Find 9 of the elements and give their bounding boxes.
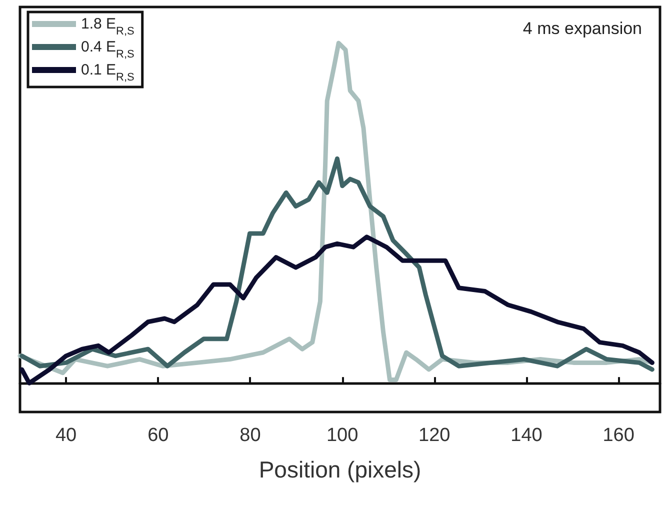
text: 4 ms expansion <box>522 19 642 38</box>
x-tick-label: 80 <box>240 425 261 446</box>
x-axis-title: Position (pixels) <box>258 456 422 482</box>
x-tick-label: 100 <box>326 425 358 446</box>
x-tick-label: 120 <box>418 425 450 446</box>
x-tick-label: 60 <box>148 425 169 446</box>
x-tick-label: 140 <box>510 425 542 446</box>
x-tick-label: 40 <box>55 425 77 446</box>
x-tick-label: 160 <box>602 425 634 446</box>
